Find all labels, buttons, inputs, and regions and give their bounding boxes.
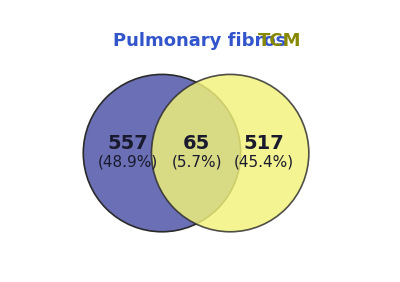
Text: Pulmonary fibros: Pulmonary fibros bbox=[114, 32, 287, 50]
Text: (48.9%): (48.9%) bbox=[98, 155, 158, 170]
Text: 557: 557 bbox=[108, 135, 148, 153]
Text: (5.7%): (5.7%) bbox=[171, 155, 222, 170]
Circle shape bbox=[152, 74, 309, 232]
Text: 65: 65 bbox=[183, 135, 210, 153]
Text: 517: 517 bbox=[244, 135, 285, 153]
Text: (45.4%): (45.4%) bbox=[234, 155, 294, 170]
Text: TCM: TCM bbox=[258, 32, 301, 50]
Circle shape bbox=[83, 74, 241, 232]
